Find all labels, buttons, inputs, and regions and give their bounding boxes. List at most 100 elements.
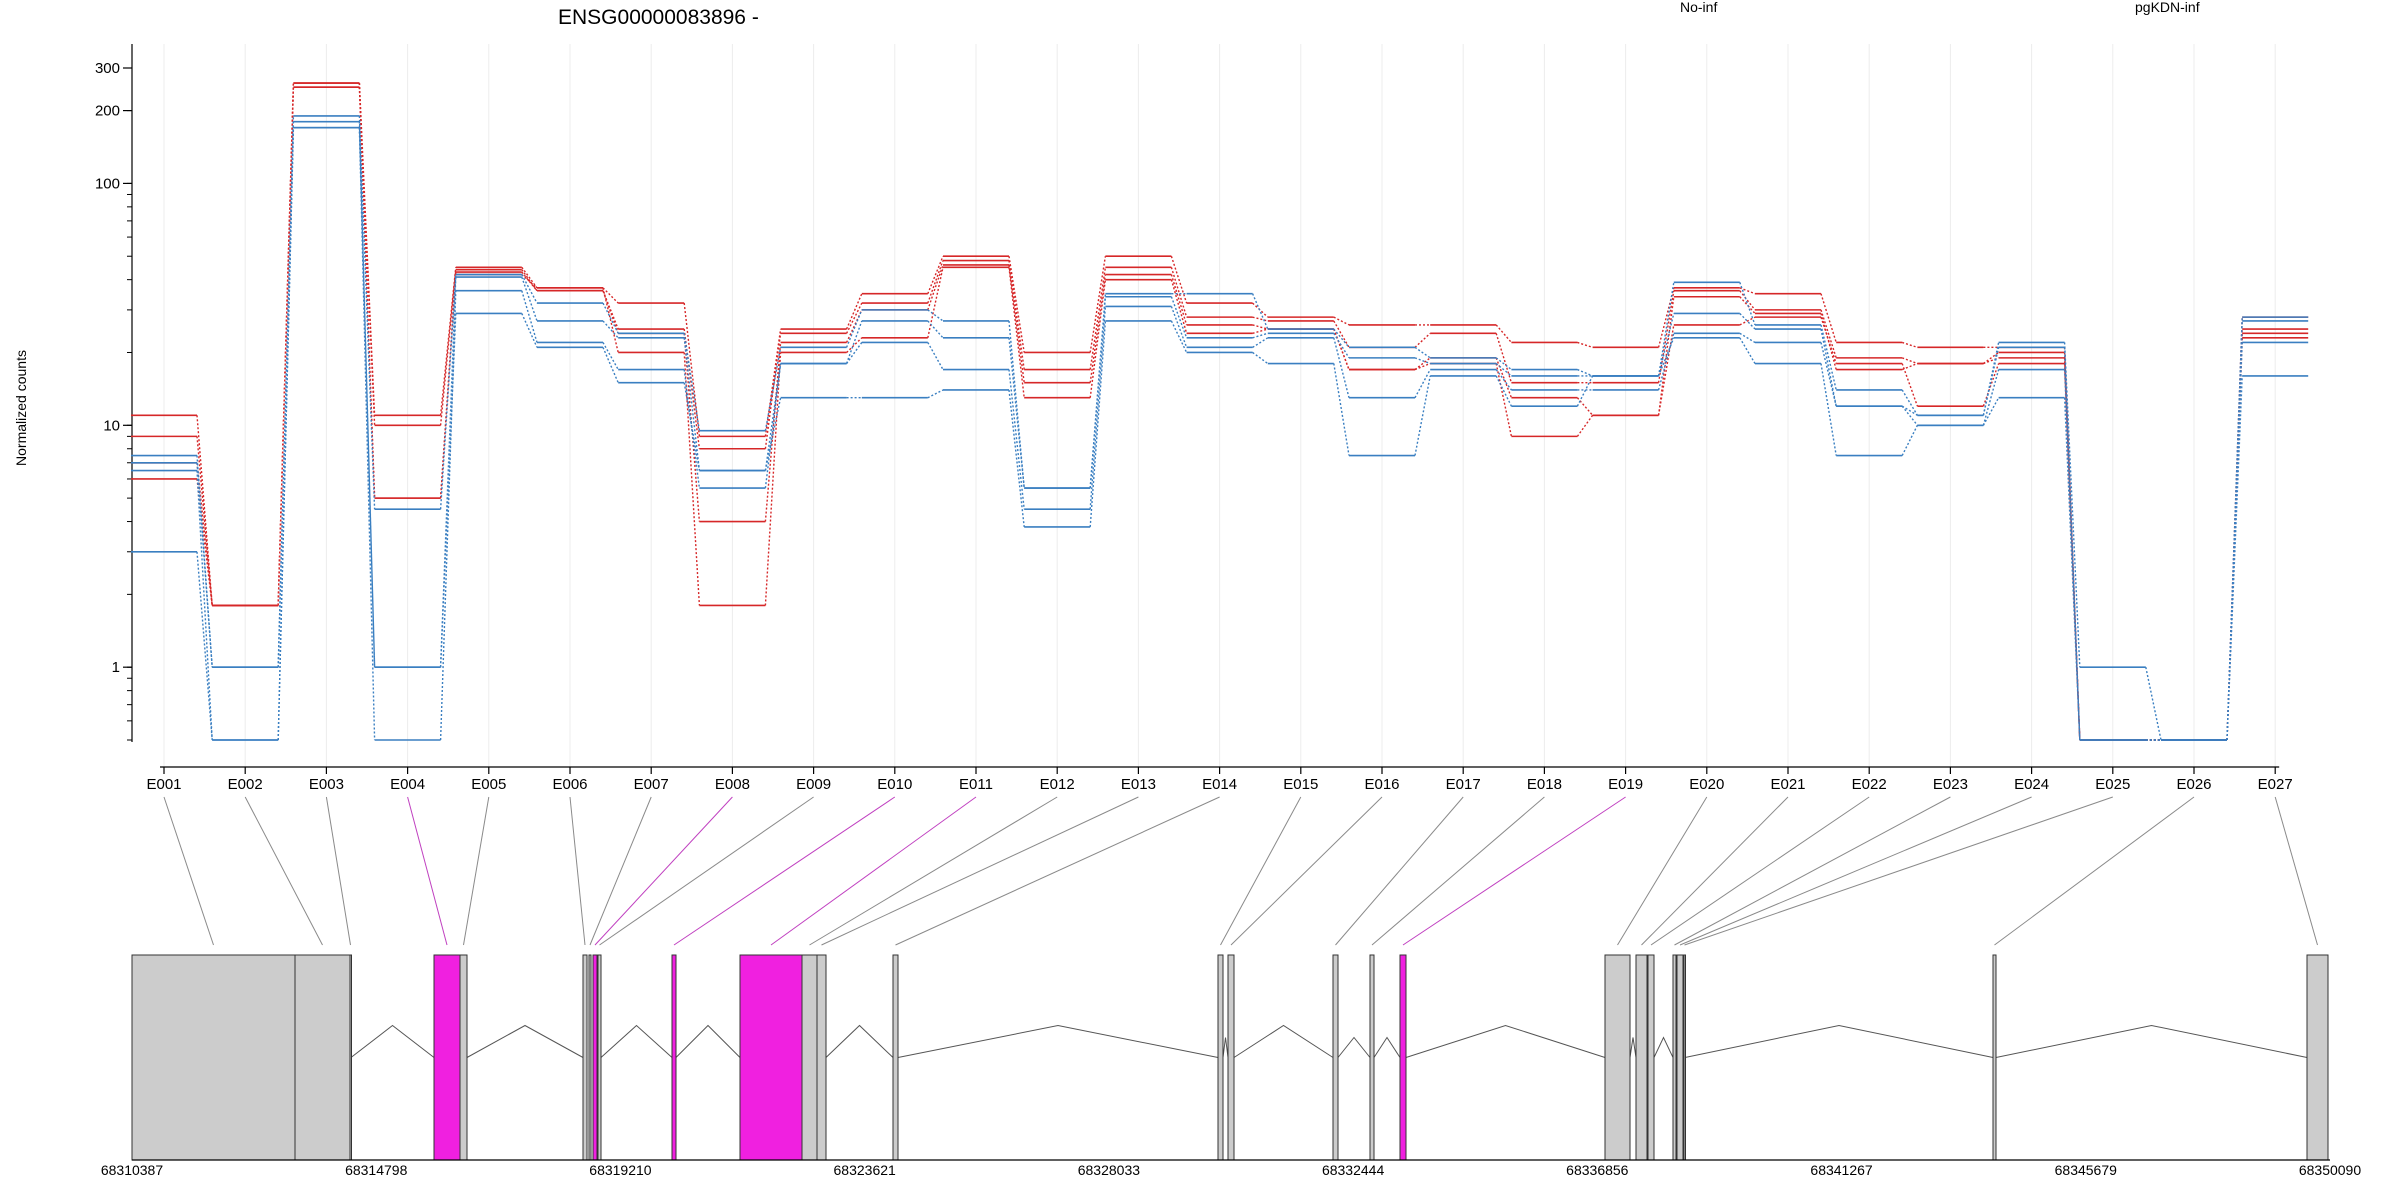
series-connector	[277, 83, 295, 606]
series-connector	[602, 290, 619, 330]
series-connector	[1739, 337, 1756, 364]
series-connector	[764, 333, 782, 449]
series-connector	[1495, 363, 1513, 437]
x-tick-label: E009	[796, 776, 831, 793]
intron-line	[1373, 1036, 1401, 1058]
exon-box	[1672, 954, 1677, 1161]
series-connector	[845, 309, 863, 343]
series-connector	[1495, 324, 1512, 343]
legend-label-pgkdn-inf: pgKDN-inf	[2135, 0, 2200, 15]
series-connector	[277, 121, 295, 668]
exon-connector	[1650, 796, 1870, 946]
series-connector	[521, 269, 538, 292]
series-connector	[602, 287, 619, 353]
series-connector	[1495, 375, 1513, 407]
series-connector	[2226, 375, 2243, 741]
exon-box	[801, 954, 818, 1161]
x-tick-label: E017	[1446, 776, 1481, 793]
series-connector	[1414, 357, 1431, 371]
series-connector	[683, 333, 701, 431]
legend-label-no-inf: No-inf	[1680, 0, 1717, 15]
series-connector	[683, 382, 701, 471]
series-connector	[2063, 347, 2081, 741]
series-connector	[1901, 357, 1918, 365]
series-connector	[1657, 290, 1675, 383]
y-axis-label: Normalized counts	[13, 350, 29, 466]
exon-connector	[1679, 796, 2032, 946]
y-tick-label: 300	[95, 60, 120, 77]
exon-connector-lines	[163, 796, 2318, 946]
exon-box	[294, 954, 351, 1161]
exon-box	[816, 954, 827, 1161]
series-connector	[1820, 309, 1837, 359]
series-connector	[927, 267, 944, 338]
series-connector	[1495, 333, 1513, 383]
series-connector	[1170, 267, 1188, 318]
x-tick-label: E016	[1364, 776, 1399, 793]
x-tick-label: E022	[1852, 776, 1887, 793]
x-tick-label: E004	[390, 776, 425, 793]
series-connector	[521, 274, 538, 289]
exon-box	[1683, 954, 1686, 1161]
series-connector	[1820, 342, 1837, 407]
exon-connector	[407, 796, 448, 946]
series-connector	[1576, 397, 1594, 416]
series-connector	[1495, 357, 1513, 398]
series-connector	[1901, 389, 1919, 416]
series-connector	[845, 293, 863, 330]
series-connector	[1333, 320, 1350, 348]
series-connector	[439, 313, 457, 668]
x-tick-label: E027	[2258, 776, 2293, 793]
series-connector	[196, 478, 213, 606]
series-connector	[196, 436, 213, 606]
series-connector	[1901, 405, 1918, 416]
series-connector	[683, 337, 701, 471]
exon-box	[1647, 954, 1655, 1161]
series-connector	[1089, 256, 1107, 353]
series-connector	[845, 320, 863, 364]
series-connector	[1982, 397, 2000, 426]
genome-coordinate-label: 68323621	[834, 1162, 897, 1178]
x-tick-label: E002	[228, 776, 263, 793]
series-connector	[764, 363, 782, 489]
exon-connector	[1230, 796, 1383, 946]
series-connector	[1982, 369, 2000, 426]
series-connector	[1739, 296, 1756, 314]
series-connector	[602, 342, 619, 370]
series-connector	[1820, 324, 1837, 391]
series-connector	[846, 337, 863, 353]
x-tick-label: E014	[1202, 776, 1237, 793]
series-connector	[1089, 267, 1107, 370]
series-connector	[521, 266, 538, 289]
exon-connector	[1371, 796, 1545, 946]
intron-line	[1684, 1024, 1994, 1058]
series-connector	[927, 309, 944, 322]
intron-line	[1995, 1024, 2308, 1058]
series-connector	[1252, 337, 1269, 348]
exon-connector	[325, 796, 351, 946]
exon-box	[1217, 954, 1224, 1161]
exon-box	[671, 954, 677, 1161]
series-connector	[1820, 316, 1837, 364]
genome-coordinate-label: 68314798	[345, 1162, 408, 1178]
genome-coordinate-label: 68310387	[101, 1162, 164, 1178]
exon-connector	[463, 796, 490, 946]
x-tick-label: E001	[146, 776, 181, 793]
series-connector	[1414, 369, 1431, 399]
exon-connector	[1641, 796, 1789, 946]
exon-box	[739, 954, 803, 1161]
x-tick-label: E020	[1689, 776, 1724, 793]
series-connector	[521, 290, 538, 343]
series-connector	[1333, 328, 1350, 370]
x-tick-label: E012	[1040, 776, 1075, 793]
series-connector	[1252, 324, 1268, 330]
series-connector	[927, 264, 944, 311]
series-connector	[1089, 306, 1107, 510]
series-connector	[845, 309, 863, 348]
series-connector	[1739, 316, 1756, 326]
series-connector	[1901, 362, 1918, 371]
series-connector	[1170, 320, 1188, 353]
series-connector	[683, 328, 701, 449]
series-connector	[1008, 256, 1025, 353]
exon-box	[1992, 954, 1997, 1161]
